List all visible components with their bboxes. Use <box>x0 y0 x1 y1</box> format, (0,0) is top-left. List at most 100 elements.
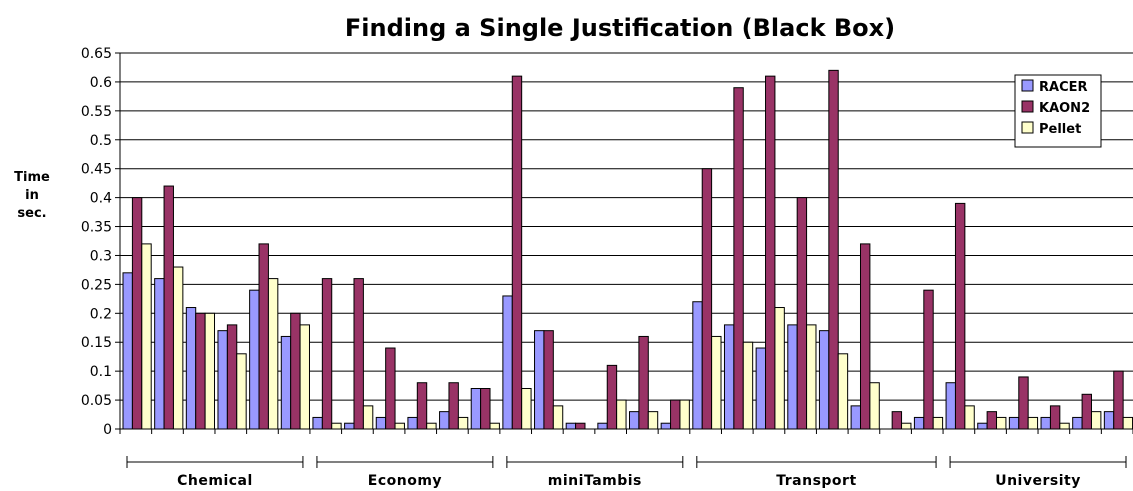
group-label: University <box>995 473 1081 489</box>
bars <box>122 69 1133 430</box>
bar-kaon2 <box>195 312 206 430</box>
bar-kaon2 <box>131 197 143 430</box>
y-tick-label: 0.45 <box>81 162 112 178</box>
bar-racer <box>122 272 133 430</box>
bar-racer <box>913 416 925 430</box>
bar-kaon2 <box>385 347 396 430</box>
bar-pellet <box>1059 422 1070 430</box>
bar-racer <box>280 335 292 430</box>
bar-racer <box>787 324 798 430</box>
bar-kaon2 <box>891 411 903 430</box>
legend-swatch-kaon2 <box>1021 100 1034 113</box>
bar-kaon2 <box>575 422 586 430</box>
bar-pellet <box>742 341 754 430</box>
y-tick-label: 0.4 <box>90 191 112 207</box>
bar-kaon2 <box>606 364 618 430</box>
bar-racer <box>154 278 165 430</box>
y-tick-label: 0.6 <box>90 75 112 91</box>
legend-label-pellet: Pellet <box>1039 122 1081 137</box>
bar-racer <box>755 347 767 430</box>
bar-kaon2 <box>638 335 649 430</box>
bar-pellet <box>521 388 532 430</box>
bar-kaon2 <box>828 69 839 430</box>
bar-racer <box>818 330 830 430</box>
y-tick-label: 0.2 <box>90 306 112 322</box>
bar-pellet <box>932 416 944 430</box>
bar-kaon2 <box>701 168 713 430</box>
bar-kaon2 <box>859 243 871 430</box>
bar-racer <box>217 330 228 430</box>
bar-racer <box>249 289 260 430</box>
bar-pellet <box>1090 411 1102 430</box>
bar-racer <box>945 382 956 430</box>
bar-pellet <box>331 422 342 430</box>
bar-kaon2 <box>511 75 523 430</box>
bar-racer <box>692 301 703 430</box>
bar-kaon2 <box>1018 376 1029 430</box>
y-axis-label-line-3: sec. <box>17 206 46 221</box>
bar-pellet <box>457 416 469 430</box>
x-axis-groups: Chemical Economy miniTambis Transport Univer… <box>126 456 1127 489</box>
bar-kaon2 <box>1081 393 1092 430</box>
legend-label-racer: RACER <box>1039 80 1088 95</box>
bar-kaon2 <box>226 324 238 430</box>
bar-pellet <box>362 405 374 430</box>
legend-swatch-pellet <box>1021 121 1034 134</box>
bar-kaon2 <box>1113 370 1124 430</box>
bar-kaon2 <box>986 411 998 430</box>
legend: RACER KAON2 Pellet <box>1014 74 1102 148</box>
group-label: Economy <box>368 473 442 489</box>
bar-kaon2 <box>954 202 966 430</box>
bar-racer <box>185 307 197 430</box>
group-label: Chemical <box>177 473 253 489</box>
bar-kaon2 <box>1049 405 1061 430</box>
bar-pellet <box>806 324 817 430</box>
bar-racer <box>344 422 355 430</box>
bar-racer <box>1103 411 1115 430</box>
bar-kaon2 <box>290 312 301 430</box>
bar-racer <box>1072 416 1083 430</box>
bar-pellet <box>299 324 310 430</box>
y-tick-label: 0.55 <box>81 104 112 120</box>
bar-pellet <box>837 353 849 430</box>
chart-title: Finding a Single Justification (Black Bo… <box>345 14 895 42</box>
bar-racer <box>629 411 640 430</box>
y-tick-label: 0.35 <box>81 220 112 236</box>
bar-racer <box>470 388 482 430</box>
bar-pellet <box>901 422 912 430</box>
bar-pellet <box>1122 416 1133 430</box>
bar-racer <box>660 422 672 430</box>
bar-pellet <box>774 307 785 430</box>
bar-pellet <box>426 422 437 430</box>
bar-pellet <box>1027 416 1039 430</box>
bar-racer <box>723 324 735 430</box>
bar-racer <box>375 416 387 430</box>
bar-pellet <box>996 416 1007 430</box>
bar-racer <box>850 405 861 430</box>
bar-pellet <box>141 243 152 430</box>
y-tick-label: 0.05 <box>81 393 112 409</box>
legend-label-kaon2: KAON2 <box>1039 101 1090 116</box>
bar-kaon2 <box>733 87 744 430</box>
bar-pellet <box>964 405 975 430</box>
y-tick-label: 0.5 <box>90 133 112 149</box>
bar-pellet <box>647 411 659 430</box>
bar-pellet <box>267 278 279 430</box>
y-tick-label: 0.25 <box>81 277 112 293</box>
bar-pellet <box>552 405 564 430</box>
bar-kaon2 <box>765 75 776 430</box>
bar-racer <box>1008 416 1020 430</box>
bar-kaon2 <box>923 289 934 430</box>
bar-pellet <box>869 382 880 430</box>
bar-kaon2 <box>416 382 428 430</box>
bar-pellet <box>616 399 627 430</box>
bar-kaon2 <box>353 278 364 430</box>
bar-pellet <box>394 422 405 430</box>
bar-racer <box>977 422 988 430</box>
bar-racer <box>502 295 513 430</box>
y-tick-label: 0.65 <box>81 46 112 62</box>
gridlines <box>120 52 1133 430</box>
bar-racer <box>597 422 608 430</box>
bar-kaon2 <box>163 185 174 430</box>
